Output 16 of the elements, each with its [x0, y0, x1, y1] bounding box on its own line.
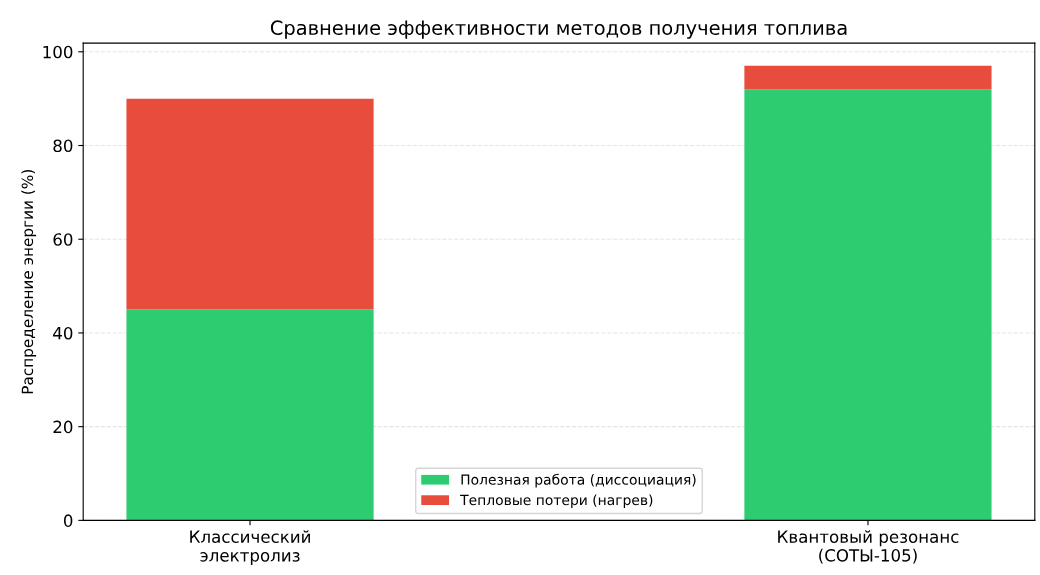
- x-tick-label: Классический электролиз: [190, 530, 310, 565]
- y-tick-label: 20: [53, 420, 73, 434]
- y-tick-label: 40: [53, 326, 73, 340]
- bar: [744, 89, 992, 521]
- chart-title: Сравнение эффективности методов получения топлива: [270, 20, 847, 39]
- y-tick-label: 60: [53, 233, 73, 246]
- bar: [744, 65, 992, 90]
- y-axis-title: Распределение энергии (%): [21, 170, 37, 394]
- bar: [126, 309, 374, 521]
- y-tick-label: 100: [43, 45, 73, 59]
- legend-label: Тепловые потери (нагрев): [460, 494, 653, 508]
- legend-label: Полезная работа (диссоциация): [461, 473, 696, 488]
- x-tick-label: Квантовый резонанс (СОТЫ-105): [778, 530, 959, 564]
- y-tick-label: 80: [53, 139, 73, 153]
- y-tick-label: 0: [63, 514, 73, 527]
- bar: [126, 98, 374, 310]
